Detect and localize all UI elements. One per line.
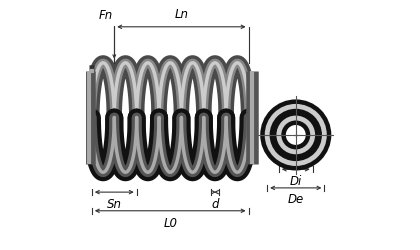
Text: De: De [288, 193, 304, 206]
Text: Fn: Fn [99, 9, 113, 22]
Text: Di: Di [290, 175, 302, 188]
Text: Ln: Ln [174, 8, 189, 20]
Text: d: d [211, 198, 219, 211]
Text: L0: L0 [163, 217, 177, 230]
Text: Sn: Sn [107, 198, 122, 211]
Circle shape [279, 118, 312, 152]
Circle shape [267, 106, 324, 164]
